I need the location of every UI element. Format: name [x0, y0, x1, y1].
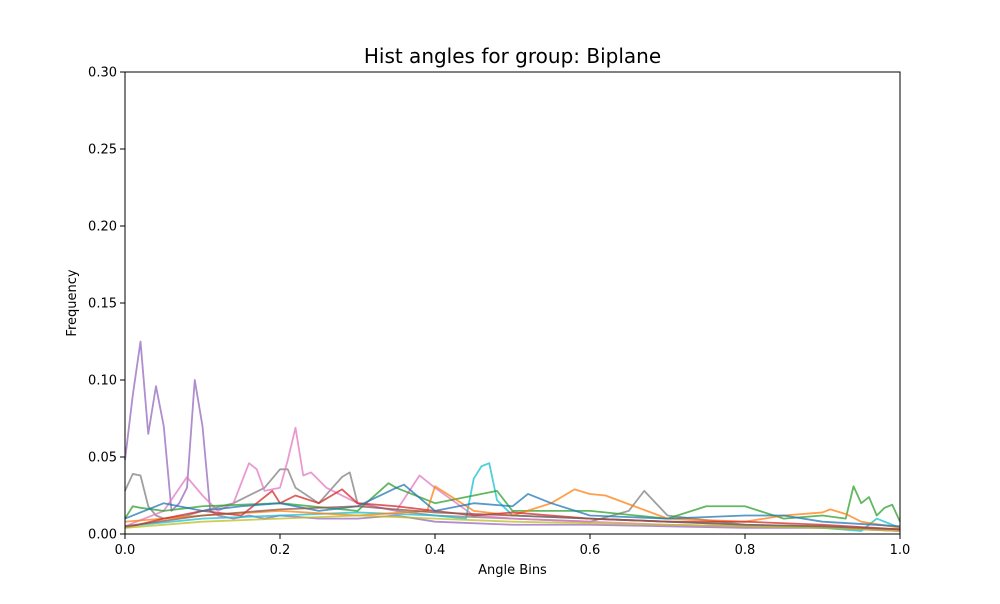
series-line-4: [124, 482, 901, 523]
x-tick-label: 0.6: [580, 543, 601, 558]
y-axis-ticks: 0.00 0.05 0.10 0.15 0.20 0.25 0.30: [88, 66, 125, 543]
series-line-6: [124, 488, 901, 531]
y-tick-label: 0.15: [88, 297, 117, 312]
y-tick-label: 0.10: [88, 374, 117, 389]
y-tick-label: 0.00: [88, 528, 117, 543]
x-tick-label: 0.8: [735, 543, 756, 558]
series-line-7: [124, 483, 901, 528]
plot-frame: [124, 71, 901, 535]
x-tick-label: 0.4: [425, 543, 446, 558]
y-axis-label: Frequency: [65, 269, 80, 336]
x-tick-label: 0.2: [270, 543, 291, 558]
x-tick-label: 0.0: [115, 543, 136, 558]
x-tick-label: 1.0: [890, 543, 911, 558]
series-line-5: [124, 485, 901, 529]
x-axis-label: Angle Bins: [478, 563, 547, 578]
series-layer: [124, 340, 901, 532]
chart-title: Hist angles for group: Biplane: [364, 44, 661, 68]
y-tick-label: 0.30: [88, 66, 117, 81]
x-axis-ticks: 0.0 0.2 0.4 0.6 0.8 1.0: [115, 534, 911, 558]
series-line-0: [124, 340, 901, 532]
y-tick-label: 0.25: [88, 143, 117, 158]
series-line-8: [124, 514, 901, 532]
y-tick-label: 0.20: [88, 220, 117, 235]
y-tick-label: 0.05: [88, 451, 117, 466]
series-line-9: [124, 505, 901, 531]
